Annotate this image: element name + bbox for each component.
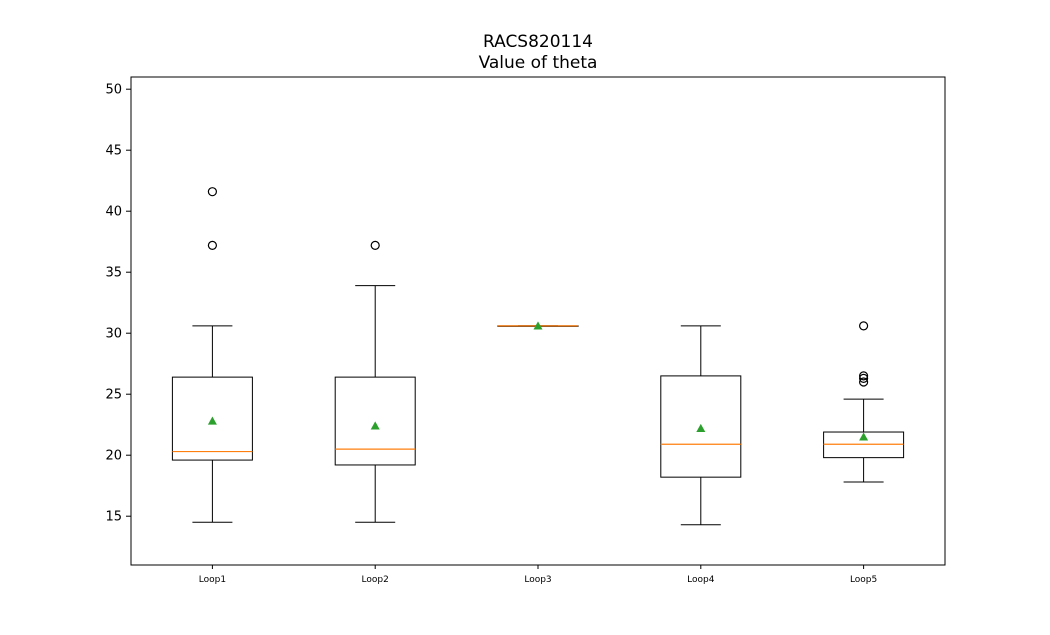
outlier-point [858, 373, 869, 383]
chart-title: RACS820114 [483, 32, 593, 52]
box-iqr [334, 376, 416, 466]
y-tick-label: 20 [105, 449, 122, 464]
outlier-point [207, 240, 217, 250]
y-tick-label: 40 [105, 205, 122, 220]
outlier-point [370, 240, 380, 250]
outlier-point [858, 321, 869, 331]
y-tick-label: 35 [105, 266, 122, 281]
outlier-point [858, 371, 869, 381]
x-tick-label: Loop4 [687, 575, 715, 585]
x-tick-label: Loop3 [524, 575, 551, 585]
box-iqr [660, 375, 742, 478]
outlier-point [207, 187, 217, 197]
y-tick-label: 45 [105, 144, 122, 159]
mean-marker [207, 416, 217, 425]
y-tick-label: 15 [105, 510, 122, 525]
mean-marker [696, 423, 706, 432]
plot-area: 15 20 25 30 35 40 45 50 Loop1 Loop2 Loop3 Loop4 Loop… [105, 83, 905, 585]
mean-marker [370, 421, 380, 430]
x-tick-label: Loop5 [850, 575, 877, 585]
y-tick-label: 25 [105, 388, 122, 403]
plot-frame [130, 76, 946, 566]
y-tick-label: 50 [105, 83, 122, 98]
mean-marker [533, 321, 543, 330]
x-tick-label: Loop1 [199, 575, 226, 585]
mean-marker [859, 432, 869, 441]
x-tick-label: Loop2 [362, 575, 389, 585]
box-iqr [823, 431, 905, 459]
y-tick-label: 30 [105, 327, 122, 342]
outlier-point [858, 377, 869, 387]
chart-subtitle: Value of theta [479, 53, 598, 73]
box-iqr [171, 376, 253, 461]
